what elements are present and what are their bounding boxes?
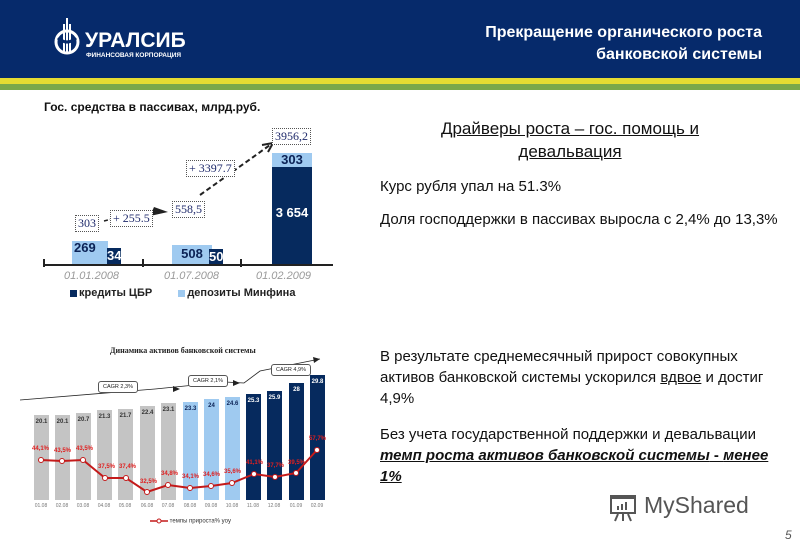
growth-label: 43,5% bbox=[76, 446, 94, 452]
x-label: 08.08 bbox=[183, 503, 197, 509]
bar-cbr-2008-07: 50 bbox=[209, 249, 224, 264]
legend-swatch-light bbox=[178, 289, 186, 297]
cagr-box-3: CAGR 4,9% bbox=[271, 364, 311, 376]
growth-label: 37,4% bbox=[119, 464, 137, 470]
x-label-2: 01.07.2008 bbox=[164, 270, 220, 282]
delta-label-1: + 255.5 bbox=[110, 210, 153, 227]
uralsib-emblem-icon bbox=[54, 18, 80, 55]
presentation-board-icon bbox=[610, 495, 636, 522]
bar-value: 21.3 bbox=[98, 414, 111, 420]
myshared-watermark: MyShared bbox=[644, 492, 749, 518]
header-bar: УРАЛСИБ ФИНАНСОВАЯ КОРПОРАЦИЯ Прекращени… bbox=[0, 0, 800, 78]
bar-value: 23.1 bbox=[162, 407, 175, 413]
x-label-3: 01.02.2009 bbox=[256, 270, 312, 282]
logo-subtitle: ФИНАНСОВАЯ КОРПОРАЦИЯ bbox=[86, 52, 182, 59]
growth-label: 34,6% bbox=[203, 472, 221, 478]
growth-label: 34,8% bbox=[161, 471, 179, 477]
growth-label: 37,5% bbox=[98, 464, 116, 470]
cagr-box-2: CAGR 2,1% bbox=[188, 375, 228, 387]
chart2-title: Динамика активов банковской системы bbox=[110, 346, 256, 355]
yellow-stripe bbox=[0, 78, 800, 84]
chart1-legend: кредиты ЦБР депозиты Минфина bbox=[70, 287, 295, 299]
gov-funds-chart: 269 34 508 50 303 3 654 303 + 255.5 558,… bbox=[30, 115, 350, 305]
green-stripe bbox=[0, 84, 800, 90]
growth-label: 43,5% bbox=[54, 448, 72, 454]
chart2-graphics bbox=[20, 357, 325, 500]
chart1-title: Гос. средства в пассивах, млрд.руб. bbox=[44, 100, 261, 114]
x-label: 01.09 bbox=[289, 503, 303, 509]
x-label: 02.09 bbox=[310, 503, 324, 509]
bar-cbr-2009-02: 3 654 bbox=[272, 167, 312, 264]
bar-value: 20.1 bbox=[35, 419, 48, 425]
x-label: 06.08 bbox=[140, 503, 154, 509]
title-line-2: банковской системы bbox=[596, 46, 762, 63]
legend-line-marker-icon bbox=[150, 518, 168, 524]
x-axis bbox=[43, 264, 333, 266]
less-than-one-percent: менее 1% bbox=[380, 447, 769, 485]
bar-value: 25.3 bbox=[247, 398, 260, 404]
x-label: 02.08 bbox=[55, 503, 69, 509]
x-label: 07.08 bbox=[161, 503, 175, 509]
bar-minfin-2008-07: 508 bbox=[172, 245, 212, 264]
assets-dynamics-chart: Динамика активов банковской системы bbox=[20, 340, 340, 530]
growth-label: 57,7% bbox=[309, 436, 327, 442]
growth-label: 44,1% bbox=[32, 446, 50, 452]
x-label: 11.08 bbox=[246, 503, 260, 509]
x-label: 09.08 bbox=[204, 503, 218, 509]
growth-label: 34,1% bbox=[182, 474, 200, 480]
asset-bars bbox=[34, 375, 325, 500]
slide-title: Прекращение органического роста банковск… bbox=[485, 22, 762, 66]
bar-value: 20.1 bbox=[56, 419, 69, 425]
x-label: 05.08 bbox=[118, 503, 132, 509]
x-label: 01.08 bbox=[34, 503, 48, 509]
delta-label-2: + 3397.7 bbox=[186, 160, 235, 177]
bar-value: 24.6 bbox=[226, 401, 239, 407]
growth-label: 39,5% bbox=[288, 460, 306, 466]
bar-value: 22.4 bbox=[141, 410, 154, 416]
bullet-asset-growth: В результате среднемесячный прирост сово… bbox=[380, 348, 764, 407]
bar-value: 25.9 bbox=[268, 395, 281, 401]
growth-label: 37,7% bbox=[267, 463, 285, 469]
bar-value: 21.7 bbox=[119, 413, 132, 419]
bullet-ruble: Курс рубля упал на 51.3% bbox=[380, 178, 562, 195]
growth-label: 32,5% bbox=[140, 479, 158, 485]
cagr-box-1: CAGR 2,3% bbox=[98, 381, 138, 393]
x-label: 12.08 bbox=[267, 503, 281, 509]
chart2-legend: темпы прироста% yoy bbox=[150, 518, 231, 525]
growth-label: 41,1% bbox=[246, 460, 264, 466]
growth-rate-emphasis: темп роста активов банковской системы bbox=[380, 447, 710, 464]
bar-value: 29.8 bbox=[311, 379, 324, 385]
growth-label: 35,6% bbox=[224, 469, 242, 475]
logo-name: УРАЛСИБ bbox=[85, 29, 186, 52]
bar-value: 24 bbox=[208, 403, 215, 409]
total-label-2: 558,5 bbox=[172, 201, 205, 218]
underlined-twice: вдвое bbox=[660, 369, 702, 386]
title-line-1: Прекращение органического роста bbox=[485, 24, 762, 41]
total-label-1: 303 bbox=[75, 215, 99, 232]
bar-value: 23.3 bbox=[184, 406, 197, 412]
x-label: 10.08 bbox=[225, 503, 239, 509]
drivers-heading: Драйверы роста – гос. помощь и девальвац… bbox=[440, 119, 700, 161]
bar-value: 20.7 bbox=[77, 417, 90, 423]
bar-value: 28 bbox=[293, 387, 300, 393]
total-label-3: 3956,2 bbox=[272, 128, 311, 145]
bullet-without-support: Без учета государственной поддержки и де… bbox=[380, 426, 769, 485]
x-label-1: 01.01.2008 bbox=[64, 270, 120, 282]
legend-swatch-dark bbox=[70, 289, 77, 297]
uralsib-logo: УРАЛСИБ ФИНАНСОВАЯ КОРПОРАЦИЯ bbox=[52, 16, 192, 59]
bar-minfin-2008-01: 269 bbox=[72, 241, 108, 264]
x-label: 04.08 bbox=[97, 503, 111, 509]
x-label: 03.08 bbox=[76, 503, 90, 509]
page-number: 5 bbox=[785, 528, 792, 542]
bar-cbr-2008-01: 34 bbox=[107, 248, 122, 264]
bullet-gov-share: Доля господдержки в пассивах выросла с 2… bbox=[380, 211, 778, 228]
bar-minfin-2009-02: 303 bbox=[272, 153, 312, 167]
